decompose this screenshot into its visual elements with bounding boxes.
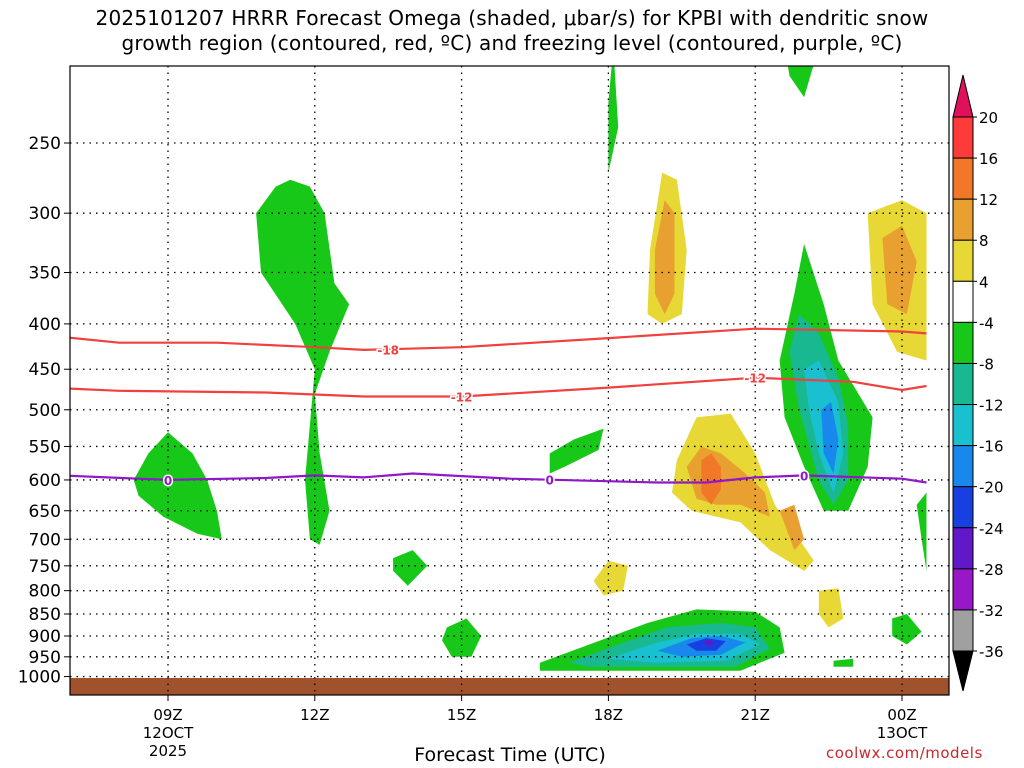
omega-region-27: [833, 658, 854, 667]
y-tick-label-450: 450: [29, 360, 61, 380]
omega-region-13: [882, 225, 917, 315]
colorbar-label-20: 20: [979, 109, 998, 127]
colorbar-label-8: 8: [979, 232, 989, 250]
omega-region-17: [787, 66, 814, 98]
x-tick-date-00Z: 13OCT: [877, 724, 928, 742]
x-tick-label-21Z: 21Z: [741, 706, 770, 724]
colorbar-band-20: [952, 116, 974, 159]
chart-title: 2025101207 HRRR Forecast Omega (shaded, …: [0, 6, 1024, 56]
y-tick-label-700: 700: [29, 530, 61, 550]
x-tick-label-18Z: 18Z: [594, 706, 623, 724]
contour-label--18-0: -18: [377, 343, 399, 357]
contour-label--12-0: -12: [451, 390, 473, 404]
omega-region-20: [393, 550, 428, 586]
x-tick-year-09Z: 2025: [149, 742, 187, 760]
y-tick-label-900: 900: [29, 627, 61, 647]
omega-region-35: [703, 639, 714, 646]
y-tick-label-850: 850: [29, 605, 61, 625]
x-tick-label-09Z: 09Z: [153, 706, 182, 724]
omega-region-25: [892, 614, 922, 645]
colorbar-label--16: -16: [979, 438, 1004, 456]
colorbar-label-12: 12: [979, 191, 998, 209]
colorbar-label--12: -12: [979, 397, 1004, 415]
colorbar-band--4: [952, 321, 974, 364]
omega-region-5: [745, 143, 775, 226]
y-tick-label-350: 350: [29, 263, 61, 283]
colorbar-bottom-arrow: [952, 650, 974, 692]
colorbar-band-16: [952, 157, 974, 200]
omega-region-1: [153, 576, 276, 653]
omega-region-18: [256, 179, 350, 545]
omega-region-2: [549, 261, 599, 310]
omega-region-26: [916, 492, 927, 571]
colorbar-label--8: -8: [979, 355, 994, 373]
omega-region-0: [119, 66, 149, 232]
colorbar-band--32: [952, 609, 974, 652]
contour-line--12: [70, 376, 927, 398]
source-credit[interactable]: coolwx.com/models: [826, 744, 983, 762]
omega-region-11: [654, 200, 675, 315]
colorbar-band--28: [952, 568, 974, 611]
y-tick-label-250: 250: [29, 134, 61, 154]
x-tick-label-12Z: 12Z: [300, 706, 329, 724]
colorbar-band--24: [952, 527, 974, 570]
ground-surface: [70, 678, 949, 695]
y-tick-label-950: 950: [29, 648, 61, 668]
colorbar-label--20: -20: [979, 479, 1004, 497]
colorbar-label--4: -4: [979, 314, 994, 332]
y-tick-label-300: 300: [29, 204, 61, 224]
colorbar-label--28: -28: [979, 561, 1004, 579]
y-tick-label-500: 500: [29, 401, 61, 421]
x-axis-label: Forecast Time (UTC): [414, 744, 606, 766]
contour-label-0-1: 0: [546, 474, 554, 488]
omega-region-15: [701, 453, 721, 505]
y-tick-label-650: 650: [29, 502, 61, 522]
omega-region-22: [549, 428, 604, 474]
colorbar-band-4: [952, 280, 974, 323]
colorbar-label--32: -32: [979, 602, 1004, 620]
y-tick-label-600: 600: [29, 471, 61, 491]
colorbar-band--16: [952, 445, 974, 488]
x-tick-label-00Z: 00Z: [887, 706, 916, 724]
colorbar-label-16: 16: [979, 150, 998, 168]
omega-region-19: [133, 432, 222, 540]
x-tick-date-09Z: 12OCT: [143, 724, 194, 742]
contour-label-0-0: 0: [164, 474, 172, 488]
colorbar-label--36: -36: [979, 643, 1004, 661]
y-tick-label-800: 800: [29, 582, 61, 602]
omega-region-8: [593, 560, 628, 596]
y-tick-label-400: 400: [29, 315, 61, 335]
omega-region-16: [608, 66, 619, 173]
colorbar-band-12: [952, 198, 974, 241]
y-tick-label-1000: 1000: [18, 668, 61, 688]
omega-region-21: [442, 618, 482, 657]
contour-line--18: [70, 327, 927, 352]
colorbar-band--8: [952, 362, 974, 406]
contour-label--12-1: -12: [744, 372, 766, 386]
colorbar-band--12: [952, 404, 974, 447]
x-tick-label-15Z: 15Z: [447, 706, 476, 724]
colorbar-label-4: 4: [979, 273, 989, 291]
colorbar-band--20: [952, 486, 974, 529]
y-tick-label-550: 550: [29, 437, 61, 457]
contour-label-0-2: 0: [800, 469, 808, 483]
omega-region-9: [818, 588, 844, 628]
colorbar-top-arrow: [952, 74, 974, 118]
omega-region-32: [821, 402, 839, 474]
chart-title-line1: 2025101207 HRRR Forecast Omega (shaded, …: [95, 6, 929, 30]
contour-line-0: [70, 472, 927, 484]
colorbar-label--24: -24: [979, 520, 1004, 538]
plot-frame: [69, 65, 950, 696]
chart-title-line2: growth region (contoured, red, ºC) and f…: [121, 31, 903, 55]
y-tick-label-750: 750: [29, 557, 61, 577]
colorbar-band-8: [952, 239, 974, 282]
